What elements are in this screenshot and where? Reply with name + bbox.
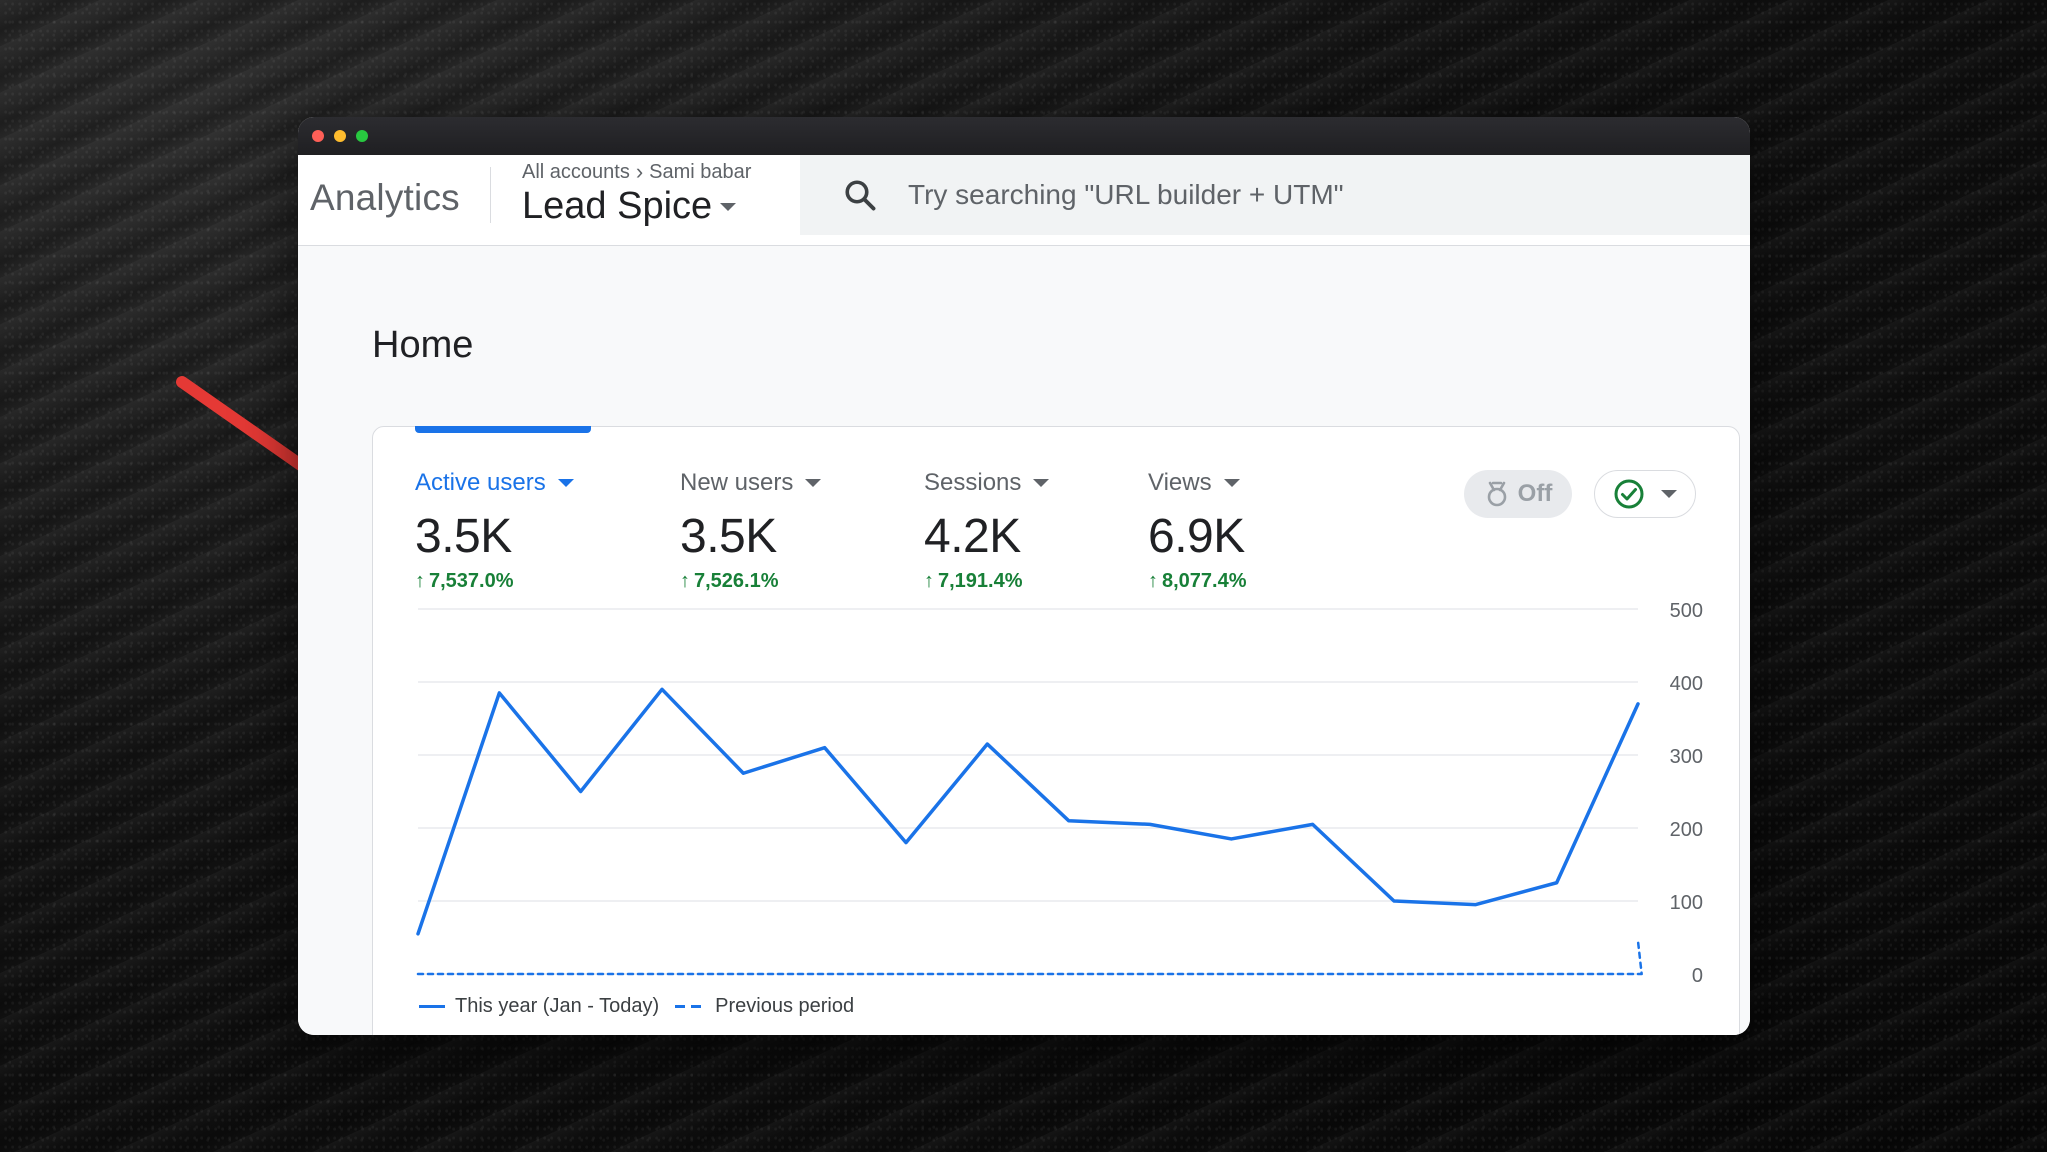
y-tick-label: 300 (1670, 746, 1703, 768)
property-name: Lead Spice (522, 185, 713, 227)
up-arrow-icon: ↑ (680, 570, 690, 592)
up-arrow-icon: ↑ (415, 570, 425, 592)
metric-label-text: Sessions (924, 469, 1022, 496)
metric-value: 4.2K (924, 510, 1021, 563)
metric-change-text: 7,191.4% (938, 570, 1023, 592)
metric-change-text: 7,526.1% (694, 570, 779, 592)
check-circle-icon (1614, 479, 1644, 509)
insights-toggle-label: Off (1517, 480, 1553, 507)
header-divider (490, 167, 491, 223)
metric-value: 6.9K (1148, 510, 1245, 563)
y-tick-label: 400 (1670, 673, 1703, 695)
page-title: Home (372, 324, 474, 366)
breadcrumb-account[interactable]: Sami babar (649, 160, 752, 183)
metric-tab-views[interactable]: Views 6.9K ↑ 8,077.4% (1148, 469, 1247, 593)
metric-change: ↑ 7,537.0% (415, 570, 574, 593)
caret-down-icon[interactable] (1033, 479, 1050, 487)
browser-window: Analytics All accounts › Sami babar Lead… (298, 117, 1750, 1035)
y-tick-label: 100 (1670, 892, 1703, 914)
maximize-window-button[interactable] (356, 130, 368, 142)
metric-label: Views (1148, 469, 1247, 497)
close-window-button[interactable] (312, 130, 324, 142)
app-header: Analytics All accounts › Sami babar Lead… (298, 155, 1750, 246)
up-arrow-icon: ↑ (924, 570, 934, 592)
metric-label-text: Active users (415, 469, 546, 496)
insights-toggle[interactable]: Off (1464, 470, 1572, 518)
search-bar[interactable] (800, 155, 1750, 235)
main-content: Home Active users 3.5K ↑ 7,537.0% New us… (298, 246, 1750, 1035)
metric-value: 3.5K (415, 510, 512, 563)
metric-value: 3.5K (680, 510, 777, 563)
metric-change-text: 8,077.4% (1162, 570, 1247, 592)
legend-label-this-year: This year (Jan - Today) (455, 995, 660, 1017)
badge-icon (1487, 481, 1506, 507)
metric-change-text: 7,537.0% (429, 570, 514, 592)
metric-change: ↑ 8,077.4% (1148, 570, 1247, 593)
search-input[interactable] (906, 178, 1610, 212)
metric-change: ↑ 7,191.4% (924, 570, 1049, 593)
minimize-window-button[interactable] (334, 130, 346, 142)
metric-label-text: New users (680, 469, 794, 496)
caret-down-icon (720, 202, 737, 211)
app-title[interactable]: Analytics (310, 177, 460, 218)
window-titlebar (298, 117, 1750, 155)
y-tick-label: 0 (1692, 965, 1703, 987)
metric-change: ↑ 7,526.1% (680, 570, 821, 593)
metric-label: New users (680, 469, 822, 497)
overview-card: Active users 3.5K ↑ 7,537.0% New users 3… (372, 426, 1740, 1035)
caret-down-icon (1661, 490, 1677, 498)
breadcrumb[interactable]: All accounts › Sami babar (522, 159, 751, 185)
metric-tab-new-users[interactable]: New users 3.5K ↑ 7,526.1% (680, 469, 822, 593)
search-icon (845, 180, 876, 211)
legend-dashed-swatch (675, 1005, 706, 1008)
active-tab-indicator (415, 426, 591, 433)
breadcrumb-root[interactable]: All accounts (522, 160, 630, 183)
series-line-previous-period (416, 939, 1643, 976)
y-tick-label: 200 (1670, 819, 1703, 841)
caret-down-icon[interactable] (805, 479, 822, 487)
active-users-line-chart: 010020030040050001Jan01Feb01Mar01Apr (416, 600, 1703, 987)
data-quality-menu[interactable] (1594, 470, 1696, 518)
metric-label: Sessions (924, 469, 1050, 497)
property-selector[interactable]: Lead Spice (522, 185, 737, 228)
metric-label-text: Views (1148, 469, 1212, 496)
chevron-right-icon: › (635, 159, 644, 184)
metric-label: Active users (415, 469, 574, 497)
up-arrow-icon: ↑ (1148, 570, 1158, 592)
chart-legend: This year (Jan - Today) Previous period (419, 995, 854, 1018)
series-line-this-year (416, 687, 1640, 936)
legend-label-previous-period: Previous period (715, 995, 855, 1017)
caret-down-icon[interactable] (557, 479, 574, 487)
caret-down-icon[interactable] (1223, 479, 1240, 487)
legend-solid-swatch (419, 1005, 445, 1008)
metric-tab-active-users[interactable]: Active users 3.5K ↑ 7,537.0% (415, 469, 574, 593)
metric-tab-sessions[interactable]: Sessions 4.2K ↑ 7,191.4% (924, 469, 1050, 593)
y-tick-label: 500 (1670, 600, 1703, 622)
